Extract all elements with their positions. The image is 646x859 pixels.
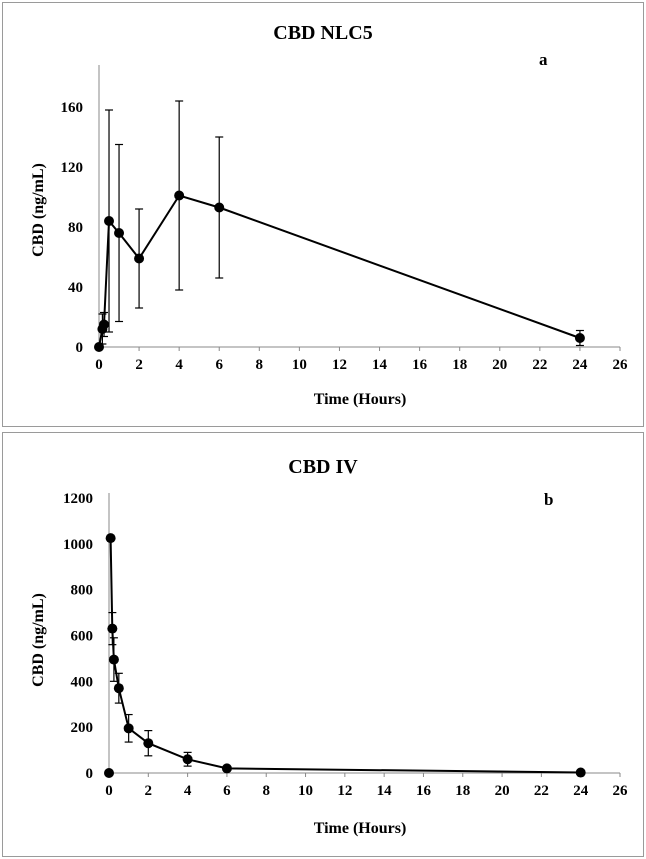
chart-a-y-axis-label: CBD (ng/mL) [30, 163, 47, 257]
chart-b-x-tick-label: 12 [337, 783, 352, 799]
chart-a-x-tick-label: 24 [572, 357, 588, 373]
chart-a-x-tick-label: 18 [452, 357, 467, 373]
chart-b-y-tick-label: 1000 [63, 537, 93, 553]
chart-a-y-tick-label: 80 [68, 220, 83, 236]
chart-a-data-point [174, 190, 185, 201]
chart-a-data-point [574, 333, 585, 343]
chart-b-x-tick-label: 14 [377, 783, 393, 799]
chart-a-y-tick-label: 40 [68, 280, 83, 296]
chart-a-x-tick-label: 6 [215, 357, 223, 373]
chart-b-x-tick-label: 20 [495, 783, 510, 799]
chart-b-y-tick-label: 1200 [63, 491, 93, 507]
chart-a-x-tick-label: 2 [135, 357, 143, 373]
chart-a-x-tick-label: 16 [412, 357, 428, 373]
chart-b-x-tick-label: 0 [105, 783, 113, 799]
chart-a-x-tick-label: 22 [532, 357, 547, 373]
chart-b-y-tick-label: 600 [71, 629, 94, 645]
chart-b-x-tick-label: 10 [298, 783, 313, 799]
chart-a-title: CBD NLC5 [273, 22, 372, 44]
chart-b-title: CBD IV [288, 456, 358, 478]
chart-b-x-tick-label: 24 [573, 783, 589, 799]
chart-b-x-tick-label: 22 [534, 783, 549, 799]
chart-b-data-point [108, 654, 119, 665]
chart-b-data-point [221, 763, 232, 774]
chart-a-x-tick-label: 4 [175, 357, 183, 373]
chart-b-x-tick-label: 18 [455, 783, 470, 799]
chart-b-x-tick-label: 2 [145, 783, 153, 799]
chart-a-x-tick-label: 26 [613, 357, 629, 373]
chart-b-data-point [113, 683, 124, 694]
chart-b-data-point [575, 767, 586, 778]
chart-b-x-tick-label: 4 [184, 783, 192, 799]
chart-b-data-point [105, 533, 116, 544]
chart-b-y-tick-label: 800 [71, 583, 94, 599]
chart-a-x-tick-label: 20 [492, 357, 507, 373]
chart-b-data-point [104, 768, 114, 778]
chart-b-x-tick-label: 8 [262, 783, 270, 799]
chart-b-y-tick-label: 200 [71, 720, 94, 736]
chart-b-data-point [182, 754, 193, 765]
chart-b-data-point [123, 723, 134, 734]
chart-a-x-axis-label: Time (Hours) [314, 391, 407, 408]
chart-b-y-tick-label: 0 [86, 766, 94, 782]
chart-a-x-tick-label: 10 [292, 357, 307, 373]
chart-a-x-tick-label: 8 [256, 357, 264, 373]
chart-a-y-tick-label: 120 [61, 160, 84, 176]
chart-b-data-point [143, 738, 154, 749]
chart-a-y-tick-label: 0 [76, 340, 84, 356]
chart-a-data-point [214, 202, 225, 213]
chart-b-x-tick-label: 26 [613, 783, 629, 799]
chart-b-x-axis-label: Time (Hours) [314, 820, 407, 837]
chart-b-x-tick-label: 16 [416, 783, 432, 799]
chart-a-data-point [99, 319, 110, 330]
chart-a-y-tick-label: 160 [61, 100, 84, 116]
chart-a-x-tick-label: 12 [332, 357, 347, 373]
chart-a-data-point [104, 216, 115, 226]
chart-b-x-tick-label: 6 [223, 783, 231, 799]
chart-a-data-point [114, 228, 125, 238]
chart-a-panel-label: a [539, 50, 548, 69]
chart-b-series-line [109, 538, 581, 774]
chart-a-series-line [98, 194, 581, 348]
chart-a-x-tick-label: 0 [95, 357, 103, 373]
chart-a-data-point [134, 253, 145, 264]
chart-a-x-tick-label: 14 [372, 357, 388, 373]
chart-b-y-axis-label: CBD (ng/mL) [30, 593, 47, 687]
chart-b-data-point [107, 623, 118, 634]
chart-b-y-tick-label: 400 [71, 674, 94, 690]
chart-b-panel-label: b [544, 490, 553, 509]
